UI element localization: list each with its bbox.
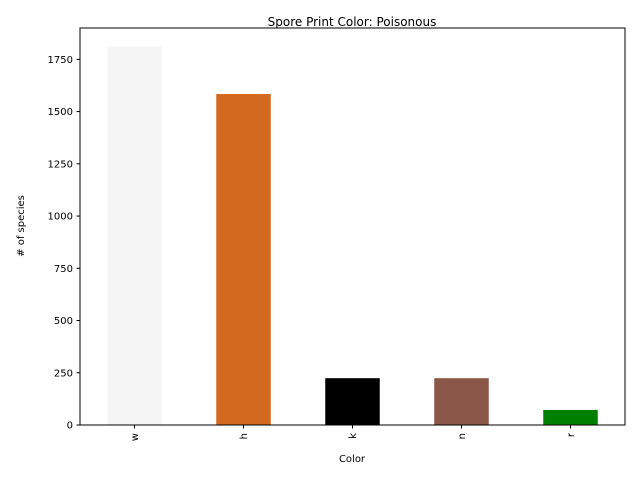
x-tick-label: r: [566, 432, 577, 437]
y-tick-label: 1000: [48, 212, 73, 223]
x-tick-label: w: [130, 433, 141, 441]
bar-h: [216, 94, 271, 425]
x-tick-label: h: [239, 433, 250, 439]
x-tick-label: n: [457, 433, 468, 439]
bars: [107, 46, 598, 426]
bar-w: [107, 46, 162, 426]
y-axis: 0 250 500 750 1000 1250 1500 1750: [48, 55, 80, 432]
y-tick-label: 500: [54, 316, 73, 327]
y-tick-label: 0: [67, 421, 73, 432]
bar-n: [434, 378, 489, 425]
bar-r: [543, 409, 598, 425]
chart-title: Spore Print Color: Poisonous: [268, 15, 437, 29]
y-tick-label: 1750: [48, 55, 73, 66]
y-tick-label: 250: [54, 368, 73, 379]
plot-frame: [79, 27, 626, 426]
y-tick-label: 1500: [48, 107, 73, 118]
x-tick-label: k: [348, 433, 359, 439]
bar-k: [325, 378, 380, 425]
y-axis-title: # of species: [16, 195, 27, 257]
y-tick-label: 1250: [48, 159, 73, 170]
y-tick-label: 750: [54, 264, 73, 275]
x-axis-title: Color: [339, 454, 366, 465]
